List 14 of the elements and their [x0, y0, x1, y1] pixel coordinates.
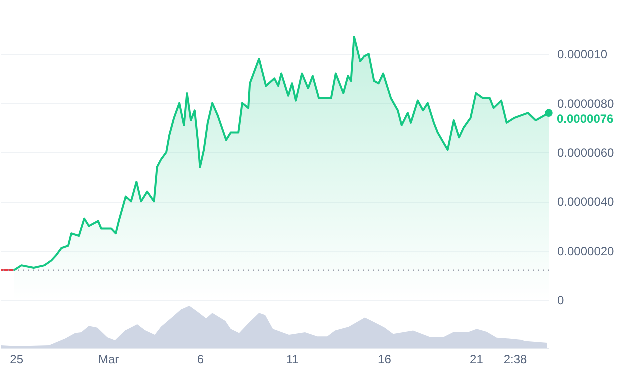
x-tick-label: 25 — [10, 352, 24, 366]
x-tick-label: 11 — [286, 352, 300, 366]
annotation: 0.0000076 — [557, 112, 614, 126]
x-tick-label: 21 — [470, 352, 484, 366]
y-tick-label: 0.000010 — [558, 48, 608, 62]
x-tick-label: 6 — [197, 352, 204, 366]
x-tick-label: Mar — [98, 352, 120, 366]
y-tick-label: 0.0000060 — [558, 146, 615, 160]
y-tick-label: 0 — [558, 294, 564, 308]
y-tick-label: 0.0000020 — [558, 244, 615, 258]
y-tick-label: 0.0000080 — [558, 96, 615, 111]
y-tick-label: 0.0000040 — [558, 195, 615, 210]
x-tick-label: 2:38 — [504, 352, 528, 366]
x-tick-label: 16 — [378, 352, 392, 366]
